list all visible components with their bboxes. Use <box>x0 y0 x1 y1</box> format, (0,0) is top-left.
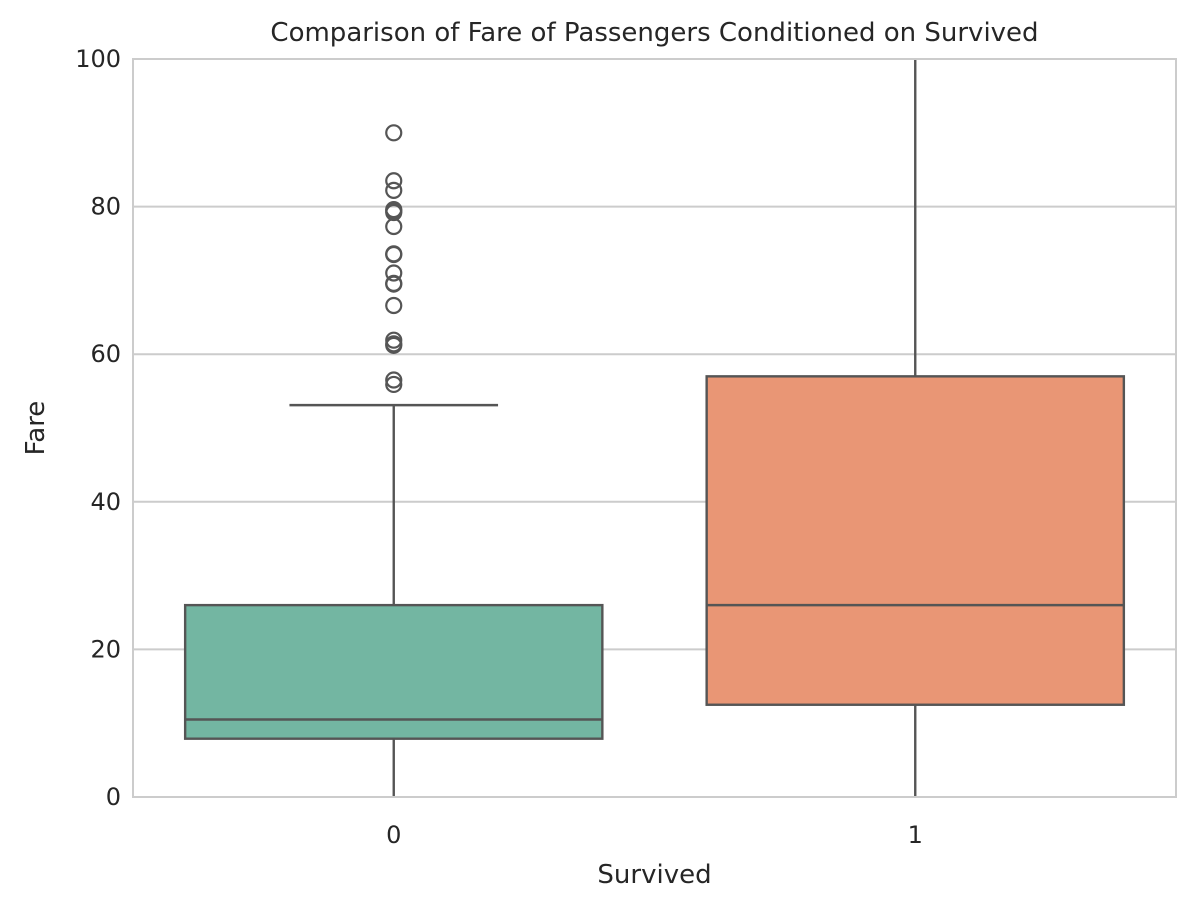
outlier-point <box>385 331 403 349</box>
box-group-1 <box>705 59 1126 797</box>
chart-title: Comparison of Fare of Passengers Conditi… <box>270 18 1038 48</box>
x-axis-title: Survived <box>597 860 711 890</box>
outlier-point <box>385 296 403 315</box>
y-tick-label: 20 <box>90 635 121 663</box>
y-axis-title: Fare <box>21 401 51 456</box>
box-iqr <box>705 375 1126 706</box>
outlier-point <box>385 217 403 236</box>
outlier-point <box>385 172 403 190</box>
y-tick-label: 60 <box>90 340 121 368</box>
outlier-point <box>385 371 403 389</box>
outlier-point <box>385 200 403 219</box>
x-tick-label: 0 <box>386 821 401 849</box>
outlier-point <box>385 124 403 142</box>
x-tick-label: 1 <box>908 821 923 849</box>
box-group-0 <box>183 124 604 797</box>
y-tick-label: 0 <box>106 783 121 811</box>
outlier-point <box>385 375 403 394</box>
box-layer <box>183 59 1126 797</box>
outlier-point <box>385 264 403 282</box>
tick-layer: 0 20 40 60 80 100 0 1 <box>75 45 923 849</box>
outlier-point <box>385 181 403 199</box>
box-iqr <box>183 603 604 740</box>
y-tick-label: 40 <box>90 488 121 516</box>
outlier-point <box>385 245 403 263</box>
plot-frame <box>132 58 1177 798</box>
y-tick-label: 100 <box>75 45 121 73</box>
outlier-point <box>385 274 403 292</box>
y-tick-label: 80 <box>90 193 121 221</box>
